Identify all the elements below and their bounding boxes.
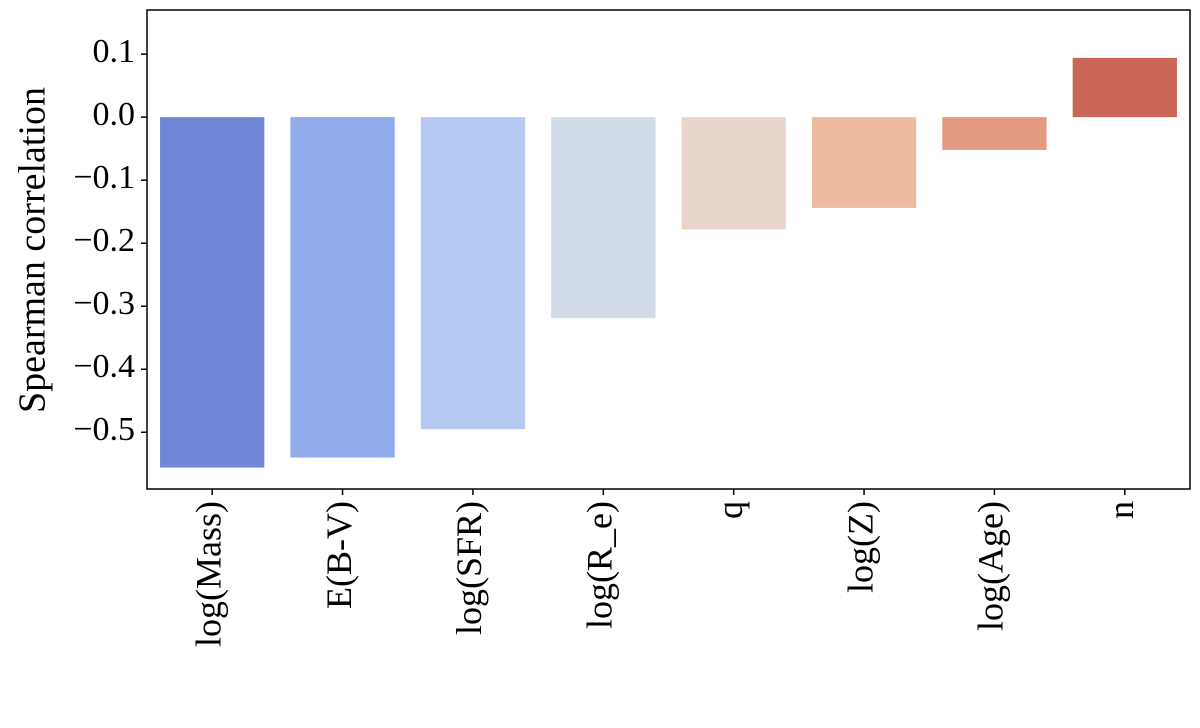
y-tick-label: −0.3 xyxy=(73,285,135,322)
x-tick-label: E(B-V) xyxy=(319,501,359,609)
x-tick-label: log(Age) xyxy=(971,501,1011,631)
y-tick-label: −0.4 xyxy=(73,348,135,385)
x-tick-label: log(Z) xyxy=(840,501,880,593)
x-tick-label: n xyxy=(1101,501,1141,519)
bar xyxy=(551,117,656,319)
y-tick-label: −0.5 xyxy=(73,411,135,448)
y-tick-label: −0.2 xyxy=(73,222,135,259)
y-tick-label: 0.0 xyxy=(93,96,136,133)
bar xyxy=(160,117,265,468)
y-tick-label: −0.1 xyxy=(73,159,135,196)
plot-frame xyxy=(146,9,1191,490)
y-axis-label: Spearman correlation xyxy=(12,87,54,413)
bar xyxy=(811,117,917,208)
x-tick-label: q xyxy=(710,501,750,519)
x-tick-label: log(Mass) xyxy=(188,501,228,647)
x-tick-label: log(R_e) xyxy=(580,501,620,629)
bar xyxy=(942,117,1047,150)
bar xyxy=(420,117,526,430)
x-tick-label: log(SFR) xyxy=(449,501,489,635)
bar xyxy=(681,117,786,230)
bar xyxy=(1072,57,1177,118)
y-tick-label: 0.1 xyxy=(93,33,136,70)
bar xyxy=(290,117,395,458)
